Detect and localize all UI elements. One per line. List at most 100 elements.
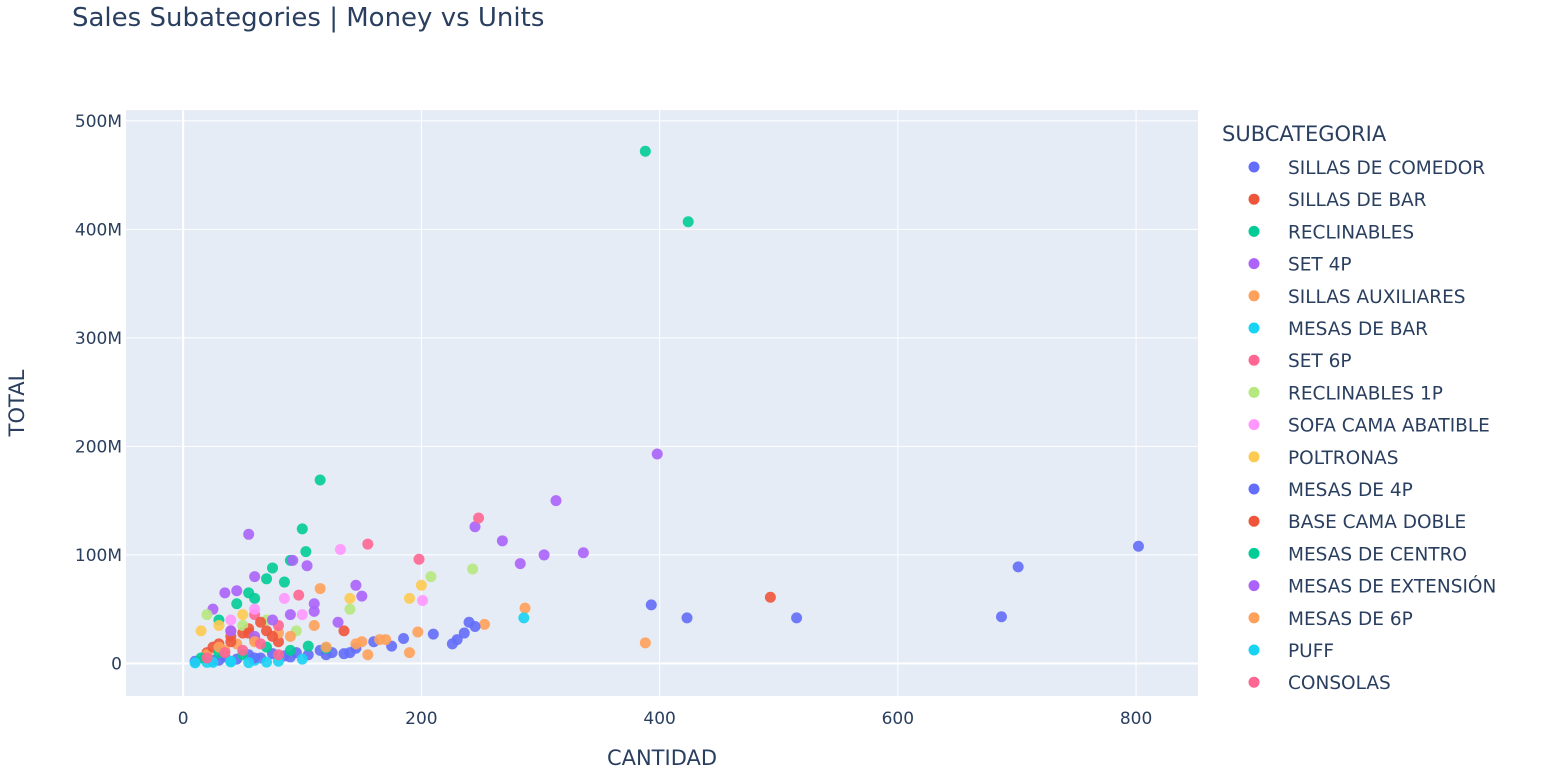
data-point: [362, 538, 374, 550]
legend-marker: [1248, 451, 1260, 463]
data-point: [356, 590, 368, 602]
data-point: [344, 603, 356, 615]
legend-item[interactable]: BASE CAMA DOBLE: [1248, 512, 1467, 533]
data-point: [344, 592, 356, 604]
legend-item[interactable]: MESAS DE CENTRO: [1248, 544, 1468, 565]
legend-label: CONSOLAS: [1288, 673, 1391, 694]
legend-label: SOFA CAMA ABATIBLE: [1288, 416, 1490, 437]
data-point: [362, 649, 374, 661]
legend-marker: [1248, 515, 1260, 527]
data-point: [639, 637, 651, 649]
data-point: [514, 558, 526, 570]
data-point: [344, 647, 356, 659]
data-point: [380, 634, 392, 646]
legend-title: SUBCATEGORIA: [1222, 122, 1387, 146]
data-point: [398, 632, 410, 644]
data-point: [308, 619, 320, 631]
legend-label: SILLAS DE BAR: [1288, 190, 1427, 211]
data-point: [577, 547, 589, 559]
legend-item[interactable]: PUFF: [1248, 641, 1334, 662]
data-point: [467, 563, 479, 575]
y-tick-label: 500M: [75, 112, 122, 132]
legend-marker: [1248, 580, 1260, 592]
data-point: [314, 583, 326, 595]
legend: SUBCATEGORIA SILLAS DE COMEDOR SILLAS DE …: [1222, 122, 1496, 694]
data-point: [403, 592, 415, 604]
x-axis-title: CANTIDAD: [607, 746, 717, 770]
data-point: [518, 612, 530, 624]
data-point: [995, 611, 1007, 623]
data-point: [479, 618, 491, 630]
data-point: [225, 614, 237, 626]
legend-label: SILLAS DE COMEDOR: [1288, 158, 1485, 179]
legend-item[interactable]: MESAS DE BAR: [1248, 319, 1429, 340]
data-point: [519, 602, 531, 614]
legend-item[interactable]: SOFA CAMA ABATIBLE: [1248, 416, 1490, 437]
legend-item[interactable]: MESAS DE 4P: [1248, 480, 1413, 501]
data-point: [550, 495, 562, 507]
data-point: [308, 605, 320, 617]
data-point: [237, 609, 249, 621]
x-tick-label: 0: [178, 709, 189, 729]
legend-item[interactable]: SET 4P: [1248, 255, 1352, 276]
data-point: [538, 549, 550, 561]
data-point: [267, 630, 279, 642]
data-point: [356, 636, 368, 648]
data-point: [278, 576, 290, 588]
legend-item[interactable]: SET 6P: [1248, 351, 1352, 372]
data-point: [320, 641, 332, 653]
data-point: [255, 616, 267, 628]
y-tick-label: 100M: [75, 546, 122, 566]
data-point: [332, 616, 344, 628]
y-axis-title: TOTAL: [5, 369, 29, 437]
data-point: [425, 571, 437, 583]
legend-item[interactable]: CONSOLAS: [1248, 673, 1391, 694]
legend-label: SET 6P: [1288, 351, 1352, 372]
legend-item[interactable]: SILLAS AUXILIARES: [1248, 287, 1466, 308]
data-point: [284, 630, 296, 642]
data-point: [469, 621, 481, 633]
data-point: [296, 609, 308, 621]
legend-marker: [1248, 322, 1260, 334]
legend-marker: [1248, 225, 1260, 237]
legend-marker: [1248, 354, 1260, 366]
legend-item[interactable]: MESAS DE EXTENSIÓN: [1248, 576, 1497, 598]
data-point: [302, 640, 314, 652]
data-point: [403, 647, 415, 659]
data-point: [415, 579, 427, 591]
legend-label: RECLINABLES 1P: [1288, 383, 1443, 404]
data-point: [219, 587, 231, 599]
data-point: [237, 644, 249, 656]
data-point: [473, 512, 485, 524]
data-point: [225, 625, 237, 637]
y-tick-label: 400M: [75, 220, 122, 240]
data-point: [308, 598, 320, 610]
data-point: [301, 560, 313, 572]
legend-marker: [1248, 676, 1260, 688]
data-point: [338, 625, 350, 637]
data-point: [261, 573, 273, 585]
legend-item[interactable]: RECLINABLES 1P: [1248, 383, 1443, 404]
data-point: [639, 145, 651, 157]
legend-item[interactable]: MESAS DE 6P: [1248, 609, 1413, 630]
legend-item[interactable]: POLTRONAS: [1248, 448, 1399, 469]
data-point: [189, 657, 201, 669]
legend-item[interactable]: SILLAS DE BAR: [1248, 190, 1427, 211]
data-point: [225, 656, 237, 668]
data-point: [458, 627, 470, 639]
data-point: [201, 609, 213, 621]
legend-marker: [1248, 161, 1260, 173]
legend-item[interactable]: RECLINABLES: [1248, 222, 1415, 243]
legend-label: RECLINABLES: [1288, 222, 1414, 243]
legend-marker: [1248, 193, 1260, 205]
data-point: [267, 614, 279, 626]
data-point: [195, 625, 207, 637]
data-point: [417, 595, 429, 607]
legend-item[interactable]: SILLAS DE COMEDOR: [1248, 158, 1486, 179]
axis-ticks: 0 200 400 600 800 0 100M 200M 300M 400M 500M: [75, 112, 1152, 729]
data-point: [249, 571, 261, 583]
data-point: [213, 619, 225, 631]
legend-label: SILLAS AUXILIARES: [1288, 287, 1466, 308]
legend-marker: [1248, 290, 1260, 302]
legend-label: SET 4P: [1288, 255, 1352, 276]
